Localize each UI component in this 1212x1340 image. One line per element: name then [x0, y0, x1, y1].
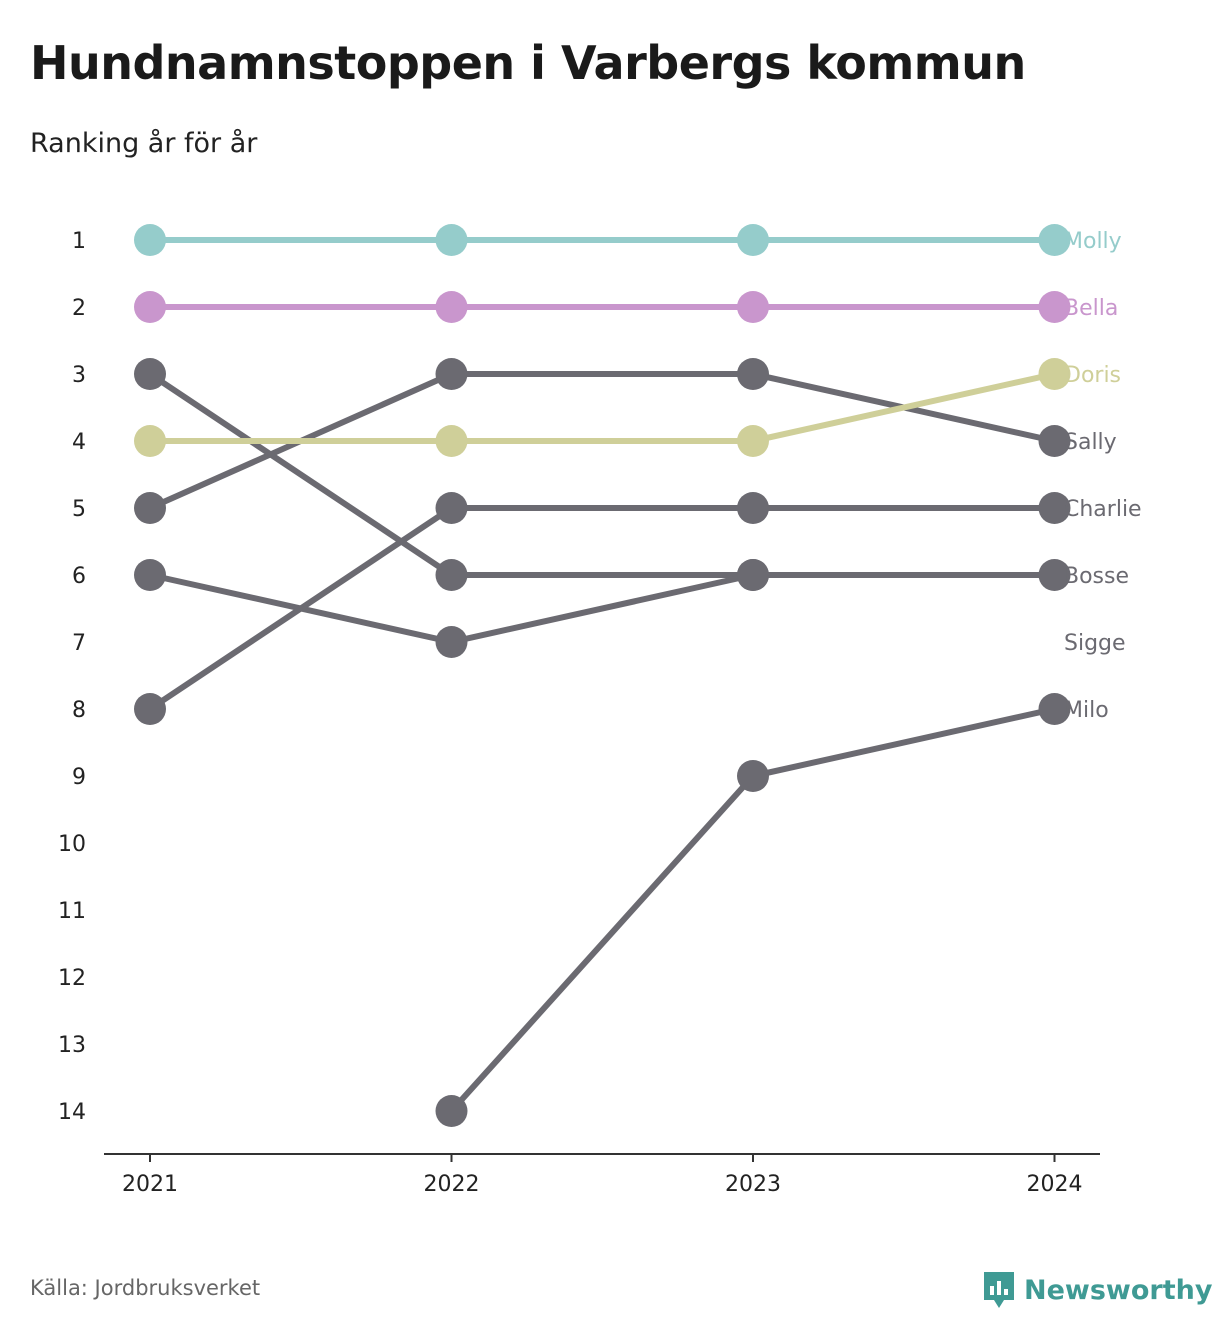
series-line-bosse: [147, 371, 455, 578]
point-sally: [435, 358, 468, 390]
brand-name: Newsworthy: [1024, 1274, 1212, 1306]
point-doris: [435, 425, 468, 457]
point-molly: [737, 224, 769, 256]
point-molly: [1038, 224, 1071, 256]
point-bosse: [134, 358, 166, 390]
point-bella: [737, 291, 769, 323]
series-label-milo: Milo: [1064, 698, 1109, 723]
series-line-sigge: [147, 572, 455, 645]
point-bella: [134, 291, 166, 323]
point-milo: [737, 760, 769, 792]
series-line-milo: [750, 706, 1058, 779]
series-label-sigge: Sigge: [1064, 631, 1126, 656]
series-line-milo: [448, 773, 756, 1114]
brand: Newsworthy: [982, 1270, 1212, 1310]
y-tick-label: 10: [58, 832, 86, 857]
y-tick-label: 11: [58, 899, 86, 924]
point-molly: [134, 224, 166, 256]
x-tick-label: 2024: [1027, 1172, 1083, 1197]
series-label-doris: Doris: [1064, 363, 1121, 388]
point-bella: [1038, 291, 1071, 323]
y-tick-label: 6: [72, 564, 86, 589]
point-bella: [435, 291, 468, 323]
y-tick-label: 5: [72, 497, 86, 522]
x-tick-label: 2022: [424, 1172, 480, 1197]
series-label-sally: Sally: [1064, 430, 1117, 455]
point-milo: [1038, 693, 1071, 725]
y-tick-label: 14: [58, 1100, 86, 1125]
series-label-bosse: Bosse: [1064, 564, 1129, 589]
y-tick-label: 1: [72, 229, 86, 254]
point-sigge: [435, 626, 468, 658]
y-tick-label: 12: [58, 966, 86, 991]
series-line-doris: [750, 371, 1058, 444]
point-molly: [435, 224, 468, 256]
x-tick-label: 2023: [725, 1172, 781, 1197]
series-label-molly: Molly: [1064, 229, 1122, 254]
point-milo: [435, 1095, 468, 1127]
y-tick-label: 3: [72, 363, 86, 388]
point-sigge: [134, 559, 166, 591]
y-tick-label: 9: [72, 765, 86, 790]
y-tick-label: 2: [72, 296, 86, 321]
point-doris: [737, 425, 769, 457]
point-charlie: [435, 492, 468, 524]
x-tick-label: 2021: [122, 1172, 178, 1197]
source-note: Källa: Jordbruksverket: [30, 1276, 261, 1300]
y-tick-label: 7: [72, 631, 86, 656]
point-charlie: [134, 693, 166, 725]
point-charlie: [737, 492, 769, 524]
series-label-charlie: Charlie: [1064, 497, 1142, 522]
chart-title: Hundnamnstoppen i Varbergs kommun: [30, 36, 1026, 90]
point-bosse: [1038, 559, 1071, 591]
point-charlie: [1038, 492, 1071, 524]
series-line-sigge: [448, 572, 756, 645]
point-bosse: [435, 559, 468, 591]
newsworthy-logo-icon: [984, 1272, 1014, 1308]
chart-subtitle: Ranking år för år: [30, 128, 258, 159]
point-sigge: [737, 559, 769, 591]
point-doris: [1038, 358, 1071, 390]
y-tick-label: 8: [72, 698, 86, 723]
point-doris: [134, 425, 166, 457]
point-sally: [1038, 425, 1071, 457]
point-sally: [134, 492, 166, 524]
y-tick-label: 4: [72, 430, 86, 455]
y-tick-label: 13: [58, 1033, 86, 1058]
point-sally: [737, 358, 769, 390]
series-label-bella: Bella: [1064, 296, 1118, 321]
